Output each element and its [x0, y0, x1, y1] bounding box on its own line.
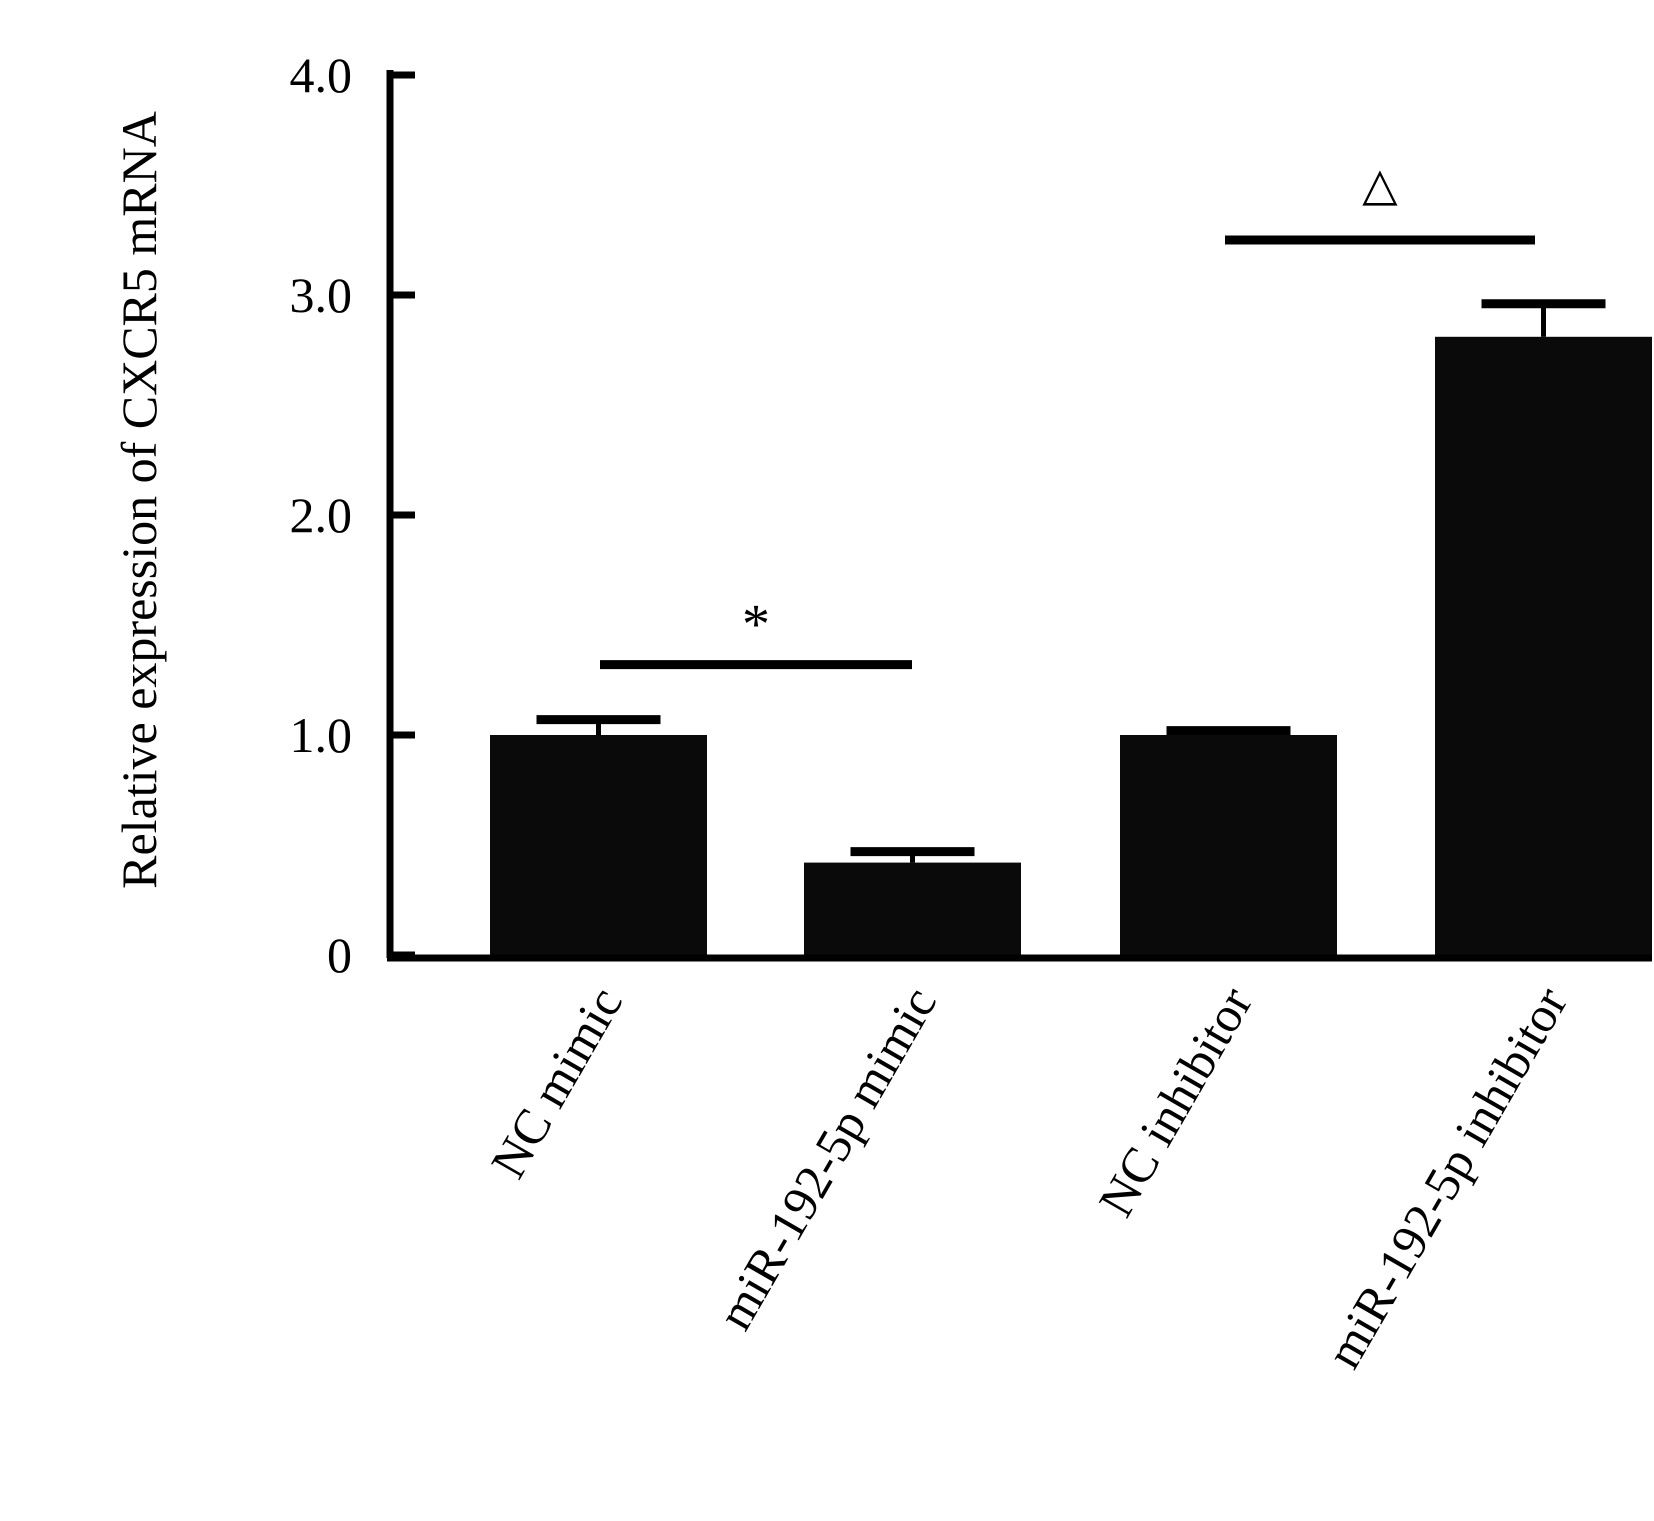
y-tick-label: 1.0 — [290, 707, 353, 763]
bar — [490, 735, 707, 955]
y-tick-label: 2.0 — [290, 487, 353, 543]
bar — [1120, 735, 1337, 955]
x-tick-label: NC mimic — [480, 978, 633, 1188]
y-tick-label: 3.0 — [290, 267, 353, 323]
significance-marker: △ — [1362, 159, 1398, 210]
x-tick-label: miR-192-5p mimic — [706, 978, 947, 1339]
bar — [1435, 336, 1652, 955]
y-axis-label: Relative expression of CXCR5 mRNA — [111, 111, 167, 889]
significance-marker: * — [742, 594, 770, 656]
x-tick-label: miR-192-5p inhibitor — [1315, 977, 1578, 1377]
y-tick-label: 4.0 — [290, 47, 353, 103]
x-tick-label: NC inhibitor — [1087, 977, 1263, 1225]
bar — [804, 862, 1021, 955]
y-tick-label: 0 — [327, 927, 352, 983]
